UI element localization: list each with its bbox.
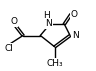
Text: H: H: [43, 12, 50, 20]
Text: N: N: [46, 19, 52, 28]
Text: O: O: [71, 10, 78, 19]
Text: N: N: [72, 31, 79, 40]
Text: CH₃: CH₃: [46, 59, 63, 68]
Text: Cl: Cl: [5, 44, 14, 53]
Text: O: O: [10, 17, 17, 26]
